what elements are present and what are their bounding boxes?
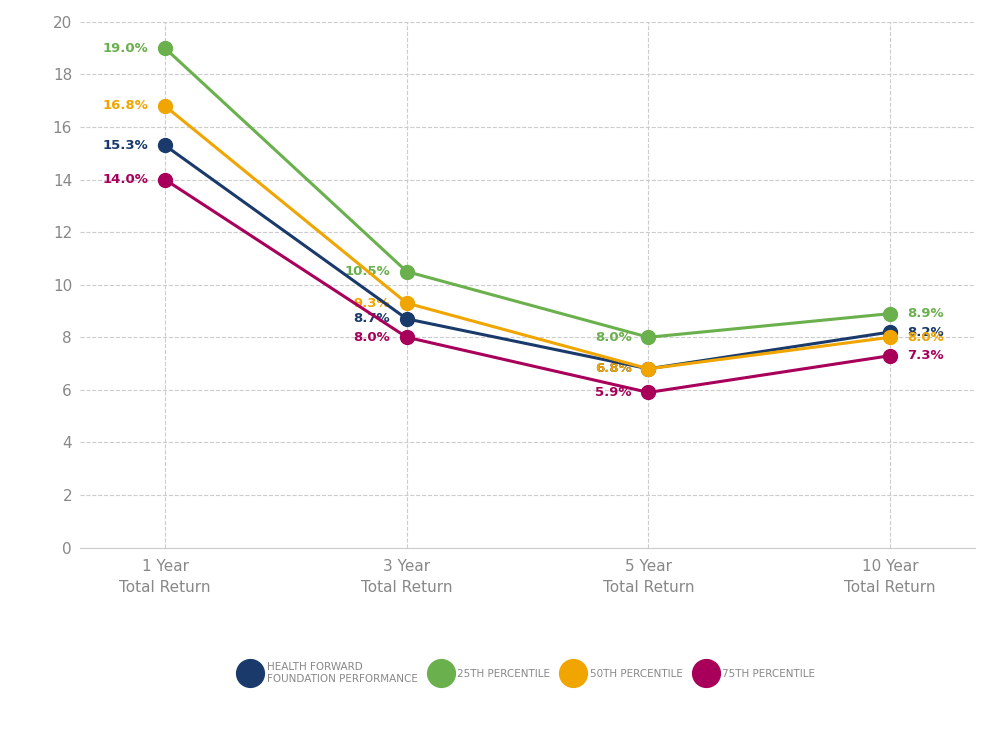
Text: 9.3%: 9.3% [353, 296, 390, 310]
Text: 8.7%: 8.7% [353, 312, 390, 326]
Text: 8.0%: 8.0% [595, 331, 631, 344]
Text: 7.3%: 7.3% [908, 349, 944, 362]
Text: 16.8%: 16.8% [103, 99, 148, 112]
Text: 8.0%: 8.0% [353, 331, 390, 344]
Text: 6.8%: 6.8% [595, 362, 631, 375]
Text: 8.9%: 8.9% [908, 307, 944, 320]
Text: 15.3%: 15.3% [103, 139, 148, 152]
Text: 10.5%: 10.5% [344, 265, 390, 278]
Text: 14.0%: 14.0% [103, 173, 148, 186]
Legend: HEALTH FORWARD
FOUNDATION PERFORMANCE, 25TH PERCENTILE, 50TH PERCENTILE, 75TH PE: HEALTH FORWARD FOUNDATION PERFORMANCE, 2… [235, 658, 820, 688]
Text: 8.2%: 8.2% [908, 326, 944, 339]
Text: 8.0%: 8.0% [908, 331, 944, 344]
Text: 19.0%: 19.0% [103, 42, 148, 55]
Text: 5.9%: 5.9% [595, 386, 631, 399]
Text: 6.8%: 6.8% [595, 362, 631, 375]
